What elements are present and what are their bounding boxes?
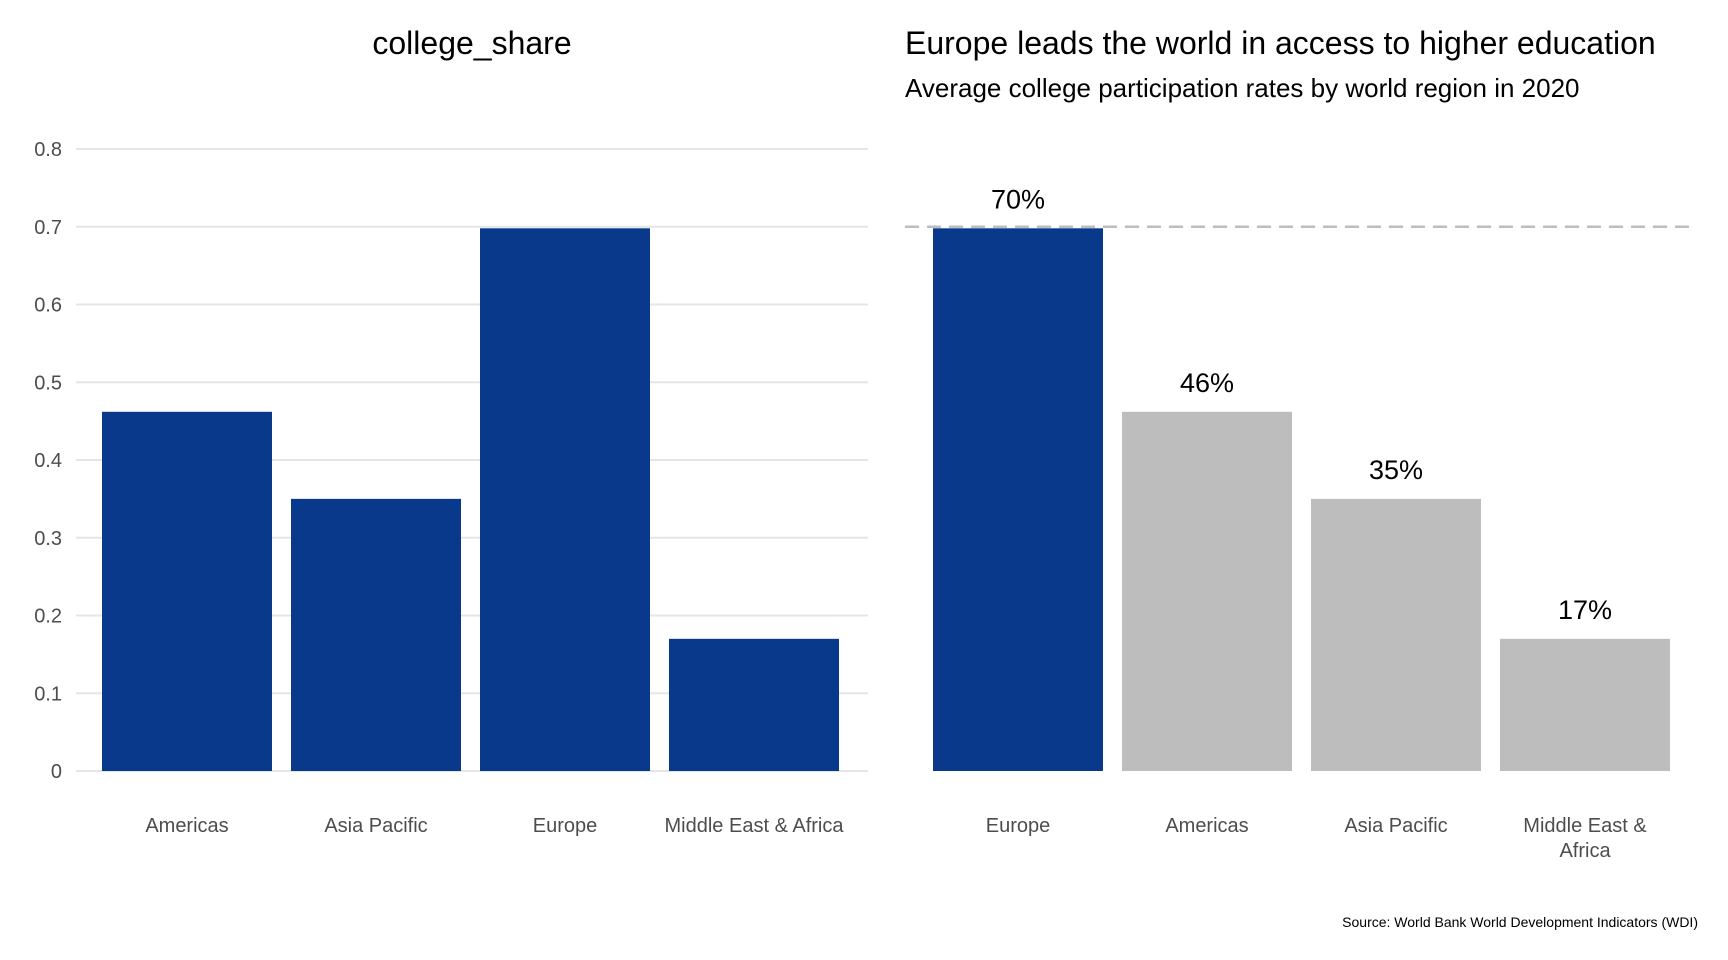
x-tick-label: Americas	[1165, 815, 1248, 837]
bar	[480, 228, 650, 771]
y-tick-label: 0.7	[34, 217, 62, 239]
x-tick-label: Middle East & Africa	[1523, 815, 1647, 862]
right-chart-title: Europe leads the world in access to high…	[905, 25, 1656, 61]
left-bars	[102, 228, 839, 771]
bar	[669, 638, 839, 771]
right-data-labels: 70% 46% 35% 17%	[991, 184, 1612, 625]
data-label: 70%	[991, 184, 1045, 214]
bar	[933, 228, 1103, 771]
y-tick-label: 0.8	[34, 139, 62, 161]
x-tick-label: Middle East & Africa	[665, 815, 845, 837]
data-label: 35%	[1369, 455, 1423, 485]
right-chart-subtitle: Average college participation rates by w…	[905, 73, 1580, 103]
bar	[1500, 638, 1670, 771]
bar	[102, 411, 272, 771]
bar	[1311, 498, 1481, 771]
y-tick-label: 0.5	[34, 372, 62, 394]
data-label: 17%	[1558, 595, 1612, 625]
left-chart-title: college_share	[372, 25, 571, 61]
left-bar-chart: college_share 00.10.20.30.40.50.60.70.8 …	[34, 25, 868, 837]
right-x-axis-tick-labels: Europe Americas Asia Pacific Middle East & A…	[986, 815, 1648, 862]
left-x-axis-tick-labels: Americas Asia Pacific Europe Middle East & …	[145, 815, 844, 837]
y-tick-label: 0.2	[34, 606, 62, 628]
y-tick-label: 0.6	[34, 295, 62, 317]
bar	[291, 498, 461, 771]
x-tick-label: Europe	[986, 815, 1051, 837]
y-tick-label: 0.4	[34, 450, 62, 472]
y-tick-label: 0	[51, 761, 62, 783]
bar	[1122, 411, 1292, 771]
x-tick-label: Europe	[533, 815, 598, 837]
y-tick-label: 0.3	[34, 528, 62, 550]
left-y-axis-tick-labels: 0 0.1 0.2 0.3 0.4 0.5 0.6 0.7 0.8	[34, 139, 62, 783]
x-tick-label: Asia Pacific	[324, 815, 427, 837]
right-bar-chart: Europe leads the world in access to high…	[905, 25, 1698, 930]
data-label: 46%	[1180, 368, 1234, 398]
y-tick-label: 0.1	[34, 683, 62, 705]
x-tick-label: Americas	[145, 815, 228, 837]
x-tick-label: Asia Pacific	[1344, 815, 1447, 837]
right-bars	[933, 228, 1670, 771]
source-caption: Source: World Bank World Development Ind…	[1342, 914, 1698, 930]
